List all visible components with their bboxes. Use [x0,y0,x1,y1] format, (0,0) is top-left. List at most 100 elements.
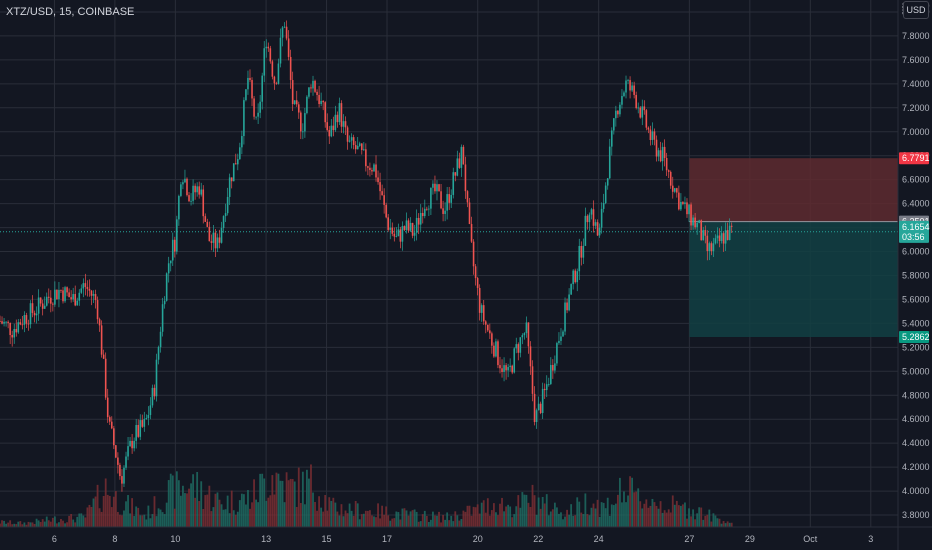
time-axis[interactable]: 6 8 10 13 15 17 20 22 24 27 29 Oct 3 [52,534,873,544]
candle-body [578,246,581,272]
volume-bar [47,520,50,527]
candle-body [487,324,489,331]
volume-bar [0,523,1,527]
volume-bar [566,509,568,527]
y-tick-label: 7.6000 [902,55,930,65]
y-tick-label: 4.6000 [902,414,930,424]
volume-bar [677,505,680,527]
volume-bar [35,518,38,527]
candle-body [649,129,652,141]
candle-body [161,304,164,332]
volume-bar [490,510,493,527]
candle-body [19,322,22,325]
volume-bar [332,497,335,527]
candle-body [513,348,516,373]
candle-body [35,313,38,316]
candle-body [454,172,457,176]
volume-bar [283,502,286,527]
volume-bar [572,515,575,527]
y-tick-label: 4.2000 [902,462,930,472]
volume-bar [702,519,705,527]
candle-body [450,194,453,203]
candle-body [180,184,182,196]
candle-body [13,329,16,338]
candle-body [574,270,577,283]
volume-bar [673,504,676,527]
volume-bar [464,511,467,527]
candle-body [682,201,684,205]
volume-bar [415,511,418,527]
x-tick-label: 6 [52,534,57,544]
volume-bar [716,518,719,527]
candle-body [25,315,28,324]
y-tick-label: 4.8000 [902,390,930,400]
volume-bar [116,511,119,527]
x-tick-label: 24 [594,534,604,544]
candle-body [300,112,302,132]
volume-bar [157,508,160,527]
volume-bar [82,515,85,527]
candle-body [190,200,192,202]
candle-body [371,169,373,172]
volume-bar [1,520,3,527]
volume-bar [521,492,524,527]
candle-body [293,100,296,105]
volume-bar [657,508,660,527]
candle-body [584,215,587,246]
x-tick-label: 10 [170,534,180,544]
volume-bar [3,520,5,527]
candle-body [554,363,556,371]
last-price-tag-label: 6.1654 [902,222,930,232]
volume-bar [429,519,432,527]
volume-bar [60,519,62,527]
volume-bar [594,508,597,527]
volume-bar [200,481,203,527]
candle-body [9,322,11,336]
volume-bar [37,520,40,527]
volume-bar [616,494,619,527]
candle-body [200,189,203,195]
candle-body [365,149,367,167]
volume-bar [90,506,93,527]
volume-bar [159,509,162,527]
volume-bar [277,473,280,527]
currency-badge[interactable]: USD [903,1,929,19]
volume-bar [442,514,444,527]
volume-bar [580,512,583,527]
candle-body [401,226,404,242]
candle-body [149,405,152,415]
volume-bar [450,515,453,527]
volume-bar [606,497,609,527]
candle-body [78,292,81,301]
candle-body [222,216,225,228]
candle-body [519,337,522,353]
volume-bar [175,471,178,527]
candle-body [619,104,621,115]
volume-bar [511,517,514,527]
volume-bar [708,509,711,527]
volume-bar [182,485,184,527]
volume-bar [692,509,694,527]
volume-bar [604,508,607,527]
candle-body [503,365,505,372]
volume-bar [338,515,341,527]
candle-body [509,365,511,368]
volume-bar [362,513,365,527]
candle-body [285,26,288,39]
symbol-title[interactable]: XTZ/USD, 15, COINBASE [6,6,135,18]
volume-bar [186,493,188,527]
volume-bar [545,494,548,527]
volume-bar [13,523,16,527]
candle-body [334,114,337,131]
candle-body [129,440,131,447]
candle-body [558,340,560,344]
candle-body [312,80,314,89]
candle-body [281,27,284,38]
volume-bar [653,502,656,527]
volume-bar [226,495,229,527]
candle-body [613,118,615,131]
volume-bar [460,519,463,527]
candle-body [387,217,390,230]
volume-bar [336,511,339,527]
